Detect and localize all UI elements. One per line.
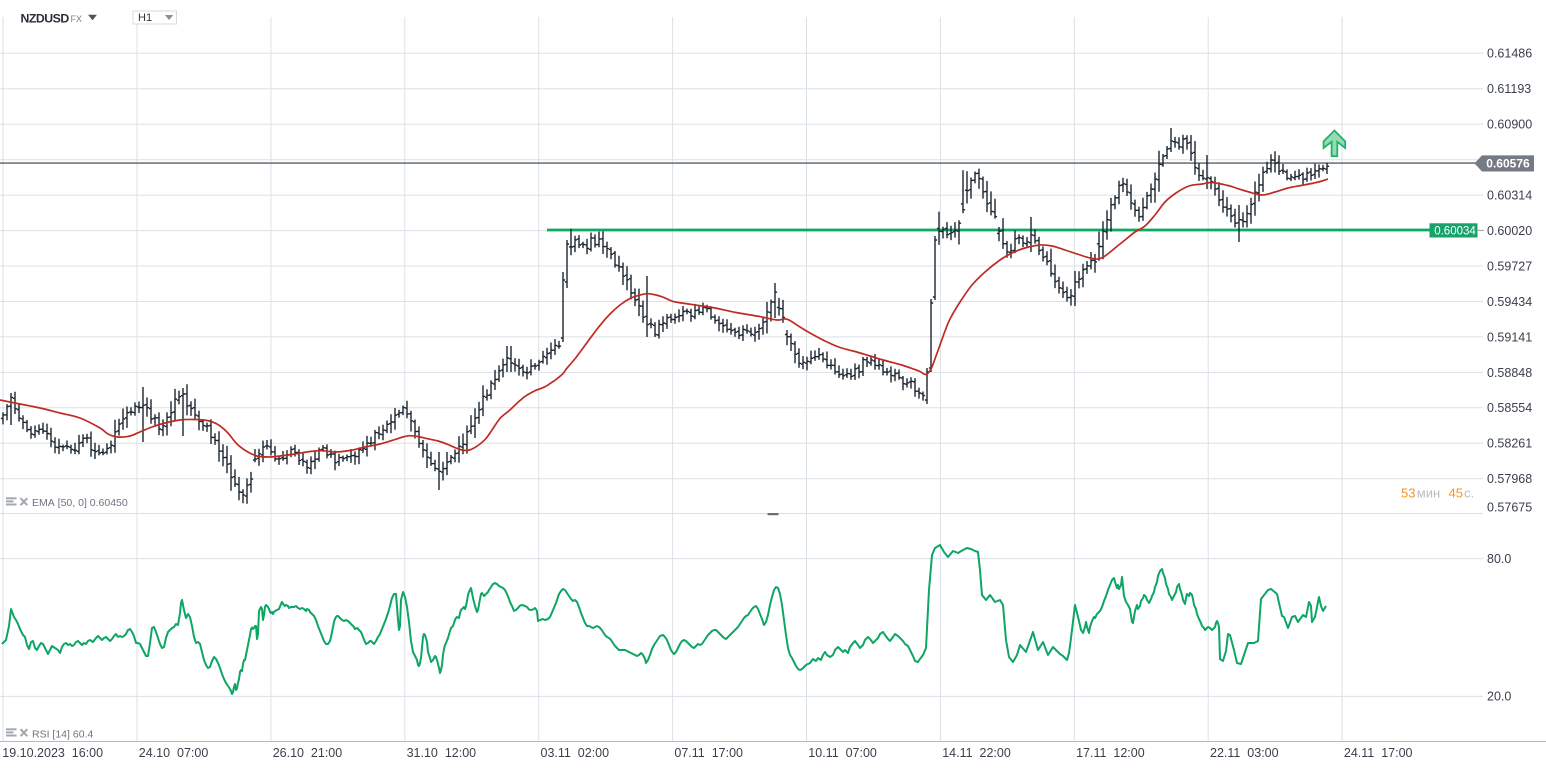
svg-text:24.10 07:00: 24.10 07:00 (139, 746, 209, 760)
svg-text:0.58261: 0.58261 (1487, 437, 1532, 451)
svg-text:NZDUSD: NZDUSD (21, 12, 70, 26)
svg-text:22.11 03:00: 22.11 03:00 (1210, 746, 1279, 760)
svg-text:26.10 21:00: 26.10 21:00 (273, 746, 343, 760)
svg-text:0.61486: 0.61486 (1487, 47, 1532, 61)
svg-text:10.11 07:00: 10.11 07:00 (808, 746, 877, 760)
svg-text:H1: H1 (138, 12, 152, 24)
svg-text:0.60020: 0.60020 (1487, 224, 1532, 238)
svg-text:14.11 22:00: 14.11 22:00 (942, 746, 1011, 760)
svg-text:0.59141: 0.59141 (1487, 330, 1532, 344)
svg-text:0.58554: 0.58554 (1487, 401, 1532, 415)
svg-text:80.0: 80.0 (1487, 552, 1511, 566)
svg-text:0.60576: 0.60576 (1486, 157, 1530, 171)
svg-text:EMA [50, 0] 0.60450: EMA [50, 0] 0.60450 (32, 497, 128, 509)
svg-text:19.10.2023 16:00: 19.10.2023 16:00 (2, 746, 103, 760)
svg-text:03.11 02:00: 03.11 02:00 (541, 746, 610, 760)
svg-text:0.59727: 0.59727 (1487, 259, 1532, 273)
svg-text:0.59434: 0.59434 (1487, 295, 1532, 309)
svg-text:0.61193: 0.61193 (1487, 82, 1531, 96)
svg-text:0.57968: 0.57968 (1487, 472, 1532, 486)
svg-text:07.11 17:00: 07.11 17:00 (674, 746, 743, 760)
svg-text:0.57675: 0.57675 (1487, 500, 1532, 514)
svg-text:20.0: 20.0 (1487, 690, 1511, 704)
svg-text:RSI [14] 60.4: RSI [14] 60.4 (32, 728, 93, 740)
svg-text:0.60314: 0.60314 (1487, 189, 1532, 203)
svg-text:24.11 17:00: 24.11 17:00 (1344, 746, 1413, 760)
svg-text:0.60034: 0.60034 (1434, 226, 1476, 238)
svg-text:17.11 12:00: 17.11 12:00 (1076, 746, 1145, 760)
svg-text:31.10 12:00: 31.10 12:00 (407, 746, 477, 760)
svg-text:0.60900: 0.60900 (1487, 118, 1532, 132)
svg-text:FX: FX (71, 14, 83, 24)
svg-text:0.58848: 0.58848 (1487, 366, 1532, 380)
